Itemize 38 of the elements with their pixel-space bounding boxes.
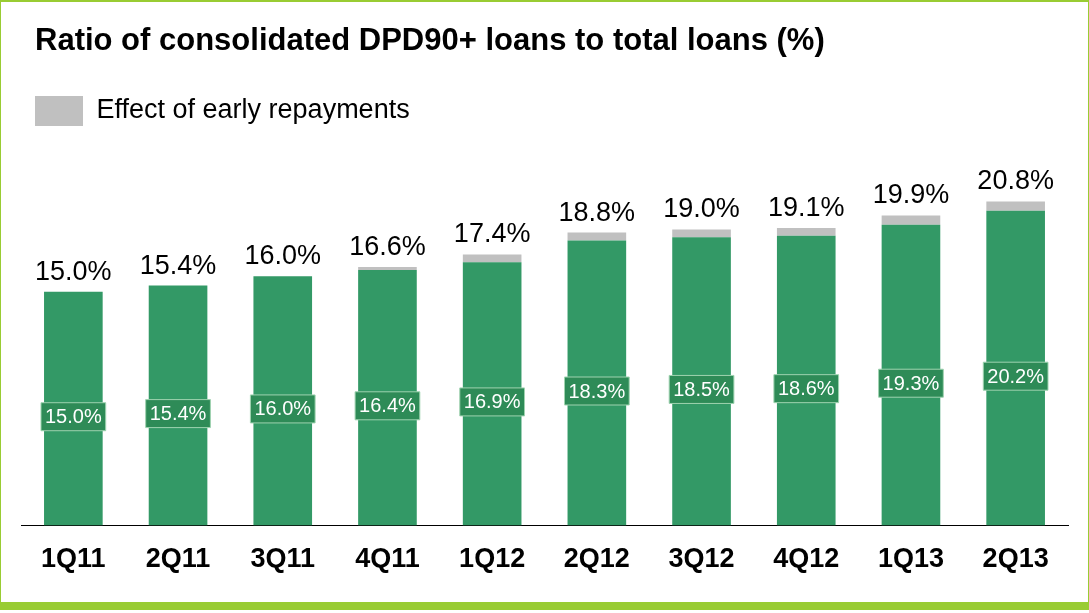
x-tick-label: 4Q12 — [773, 543, 840, 574]
total-label: 18.8% — [558, 196, 636, 227]
bar — [462, 254, 522, 263]
bar — [881, 215, 941, 225]
total-label: 17.4% — [453, 218, 531, 249]
total-label: 19.0% — [663, 193, 740, 224]
total-label: 16.6% — [349, 230, 426, 261]
data-label: 18.6% — [777, 377, 835, 400]
data-label: 16.0% — [254, 397, 312, 420]
total-label: 20.8% — [977, 165, 1054, 196]
total-label: 19.1% — [767, 191, 845, 222]
data-label: 16.4% — [359, 394, 417, 417]
data-label: 18.5% — [673, 377, 731, 400]
total-label: 15.0% — [35, 255, 112, 286]
total-label: 16.0% — [244, 240, 322, 271]
x-tick-label: 3Q11 — [250, 543, 316, 574]
data-label: 16.9% — [463, 390, 521, 413]
data-label: 15.0% — [44, 405, 102, 428]
x-tick-label: 3Q12 — [668, 543, 735, 574]
x-tick-label: 2Q12 — [563, 543, 630, 574]
x-tick-label: 1Q12 — [459, 543, 526, 574]
bar — [672, 229, 731, 238]
data-label: 20.2% — [987, 364, 1045, 387]
bar — [986, 201, 1045, 211]
bar — [358, 266, 417, 271]
bar — [776, 227, 836, 236]
data-label: 19.3% — [882, 371, 940, 394]
chart-title: Ratio of consolidated DPD90+ loans to total loans (%) — [35, 22, 825, 58]
legend-label: Effect of early repayments — [96, 94, 410, 125]
data-label: 15.4% — [149, 402, 207, 425]
x-tick-label: 4Q11 — [355, 543, 420, 574]
x-tick-label: 2Q13 — [982, 543, 1049, 574]
x-tick-label: 1Q11 — [41, 543, 106, 574]
total-label: 19.9% — [872, 179, 950, 210]
data-label: 18.3% — [568, 379, 626, 402]
x-tick-label: 2Q11 — [145, 543, 211, 574]
x-tick-label: 1Q13 — [877, 543, 944, 574]
total-label: 15.4% — [139, 249, 217, 280]
